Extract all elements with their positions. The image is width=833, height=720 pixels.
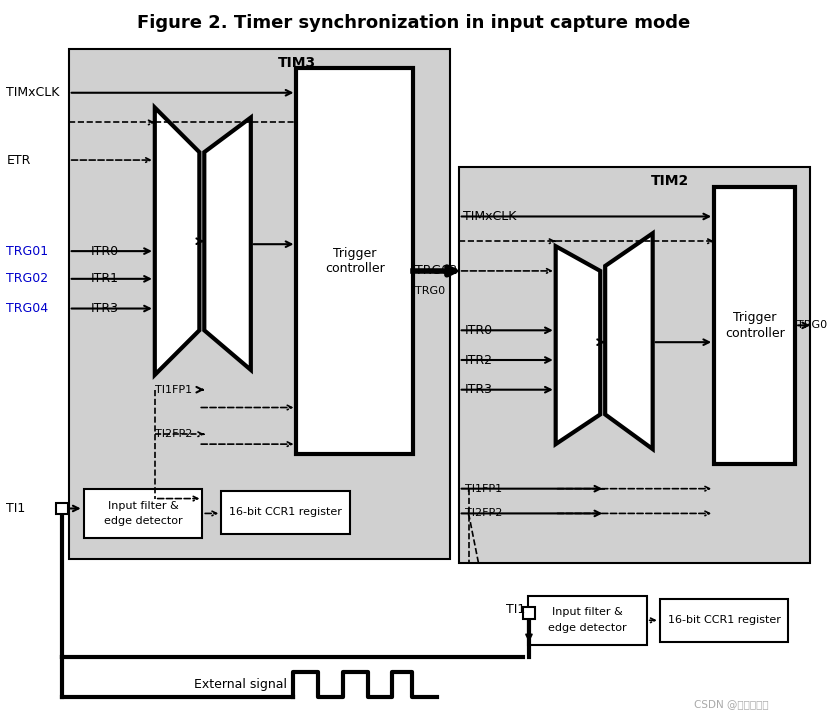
Bar [68,49,450,559]
Text: Trigger: Trigger [333,247,377,260]
Bar [221,490,350,534]
Bar [660,598,788,642]
Text: ITR0: ITR0 [465,324,493,337]
Text: Figure 2. Timer synchronization in input capture mode: Figure 2. Timer synchronization in input… [137,14,690,32]
Bar [459,167,810,563]
Text: TRG02: TRG02 [7,272,48,285]
Text: controller: controller [725,327,785,340]
Text: TRG0: TRG0 [797,320,827,330]
Text: Trigger: Trigger [733,311,776,324]
Text: ITR3: ITR3 [91,302,118,315]
Polygon shape [556,246,601,444]
Bar [56,503,67,514]
Text: ITR3: ITR3 [465,383,492,396]
Text: ITR0: ITR0 [91,245,118,258]
Bar [83,489,202,538]
Text: edge detector: edge detector [548,624,626,633]
Text: TRG01: TRG01 [7,245,48,258]
Text: 16-bit CCR1 register: 16-bit CCR1 register [667,616,781,625]
Text: CSDN @悟空胆识小: CSDN @悟空胆识小 [694,699,769,709]
Text: TRG03: TRG03 [415,264,457,277]
Text: edge detector: edge detector [103,516,182,526]
Text: External signal: External signal [194,678,287,691]
Text: ETR: ETR [7,153,31,166]
Text: controller: controller [325,262,385,276]
Polygon shape [204,117,251,370]
Text: ITR2: ITR2 [465,354,492,366]
Text: TIM3: TIM3 [278,56,317,70]
Text: Input filter &: Input filter & [552,608,623,618]
Bar [528,595,646,645]
Text: TI1: TI1 [506,603,526,616]
Text: TI2FP2: TI2FP2 [465,508,502,518]
Text: TIMxCLK: TIMxCLK [7,86,60,99]
Polygon shape [155,107,199,375]
Polygon shape [605,233,653,449]
Text: 16-bit CCR1 register: 16-bit CCR1 register [229,508,342,518]
Text: TIM2: TIM2 [651,174,689,188]
Text: TI1: TI1 [7,502,26,515]
Text: TRG04: TRG04 [7,302,48,315]
Text: TRG0: TRG0 [415,286,446,296]
Bar [297,68,413,454]
Text: TI1FP1: TI1FP1 [465,484,501,494]
Text: TIMxCLK: TIMxCLK [462,210,516,223]
Text: TI1FP1: TI1FP1 [155,384,192,395]
Text: ITR1: ITR1 [91,272,118,285]
Text: TI2FP2: TI2FP2 [155,429,192,439]
Bar [523,608,535,619]
Text: Input filter &: Input filter & [107,500,178,510]
Bar [714,186,796,464]
